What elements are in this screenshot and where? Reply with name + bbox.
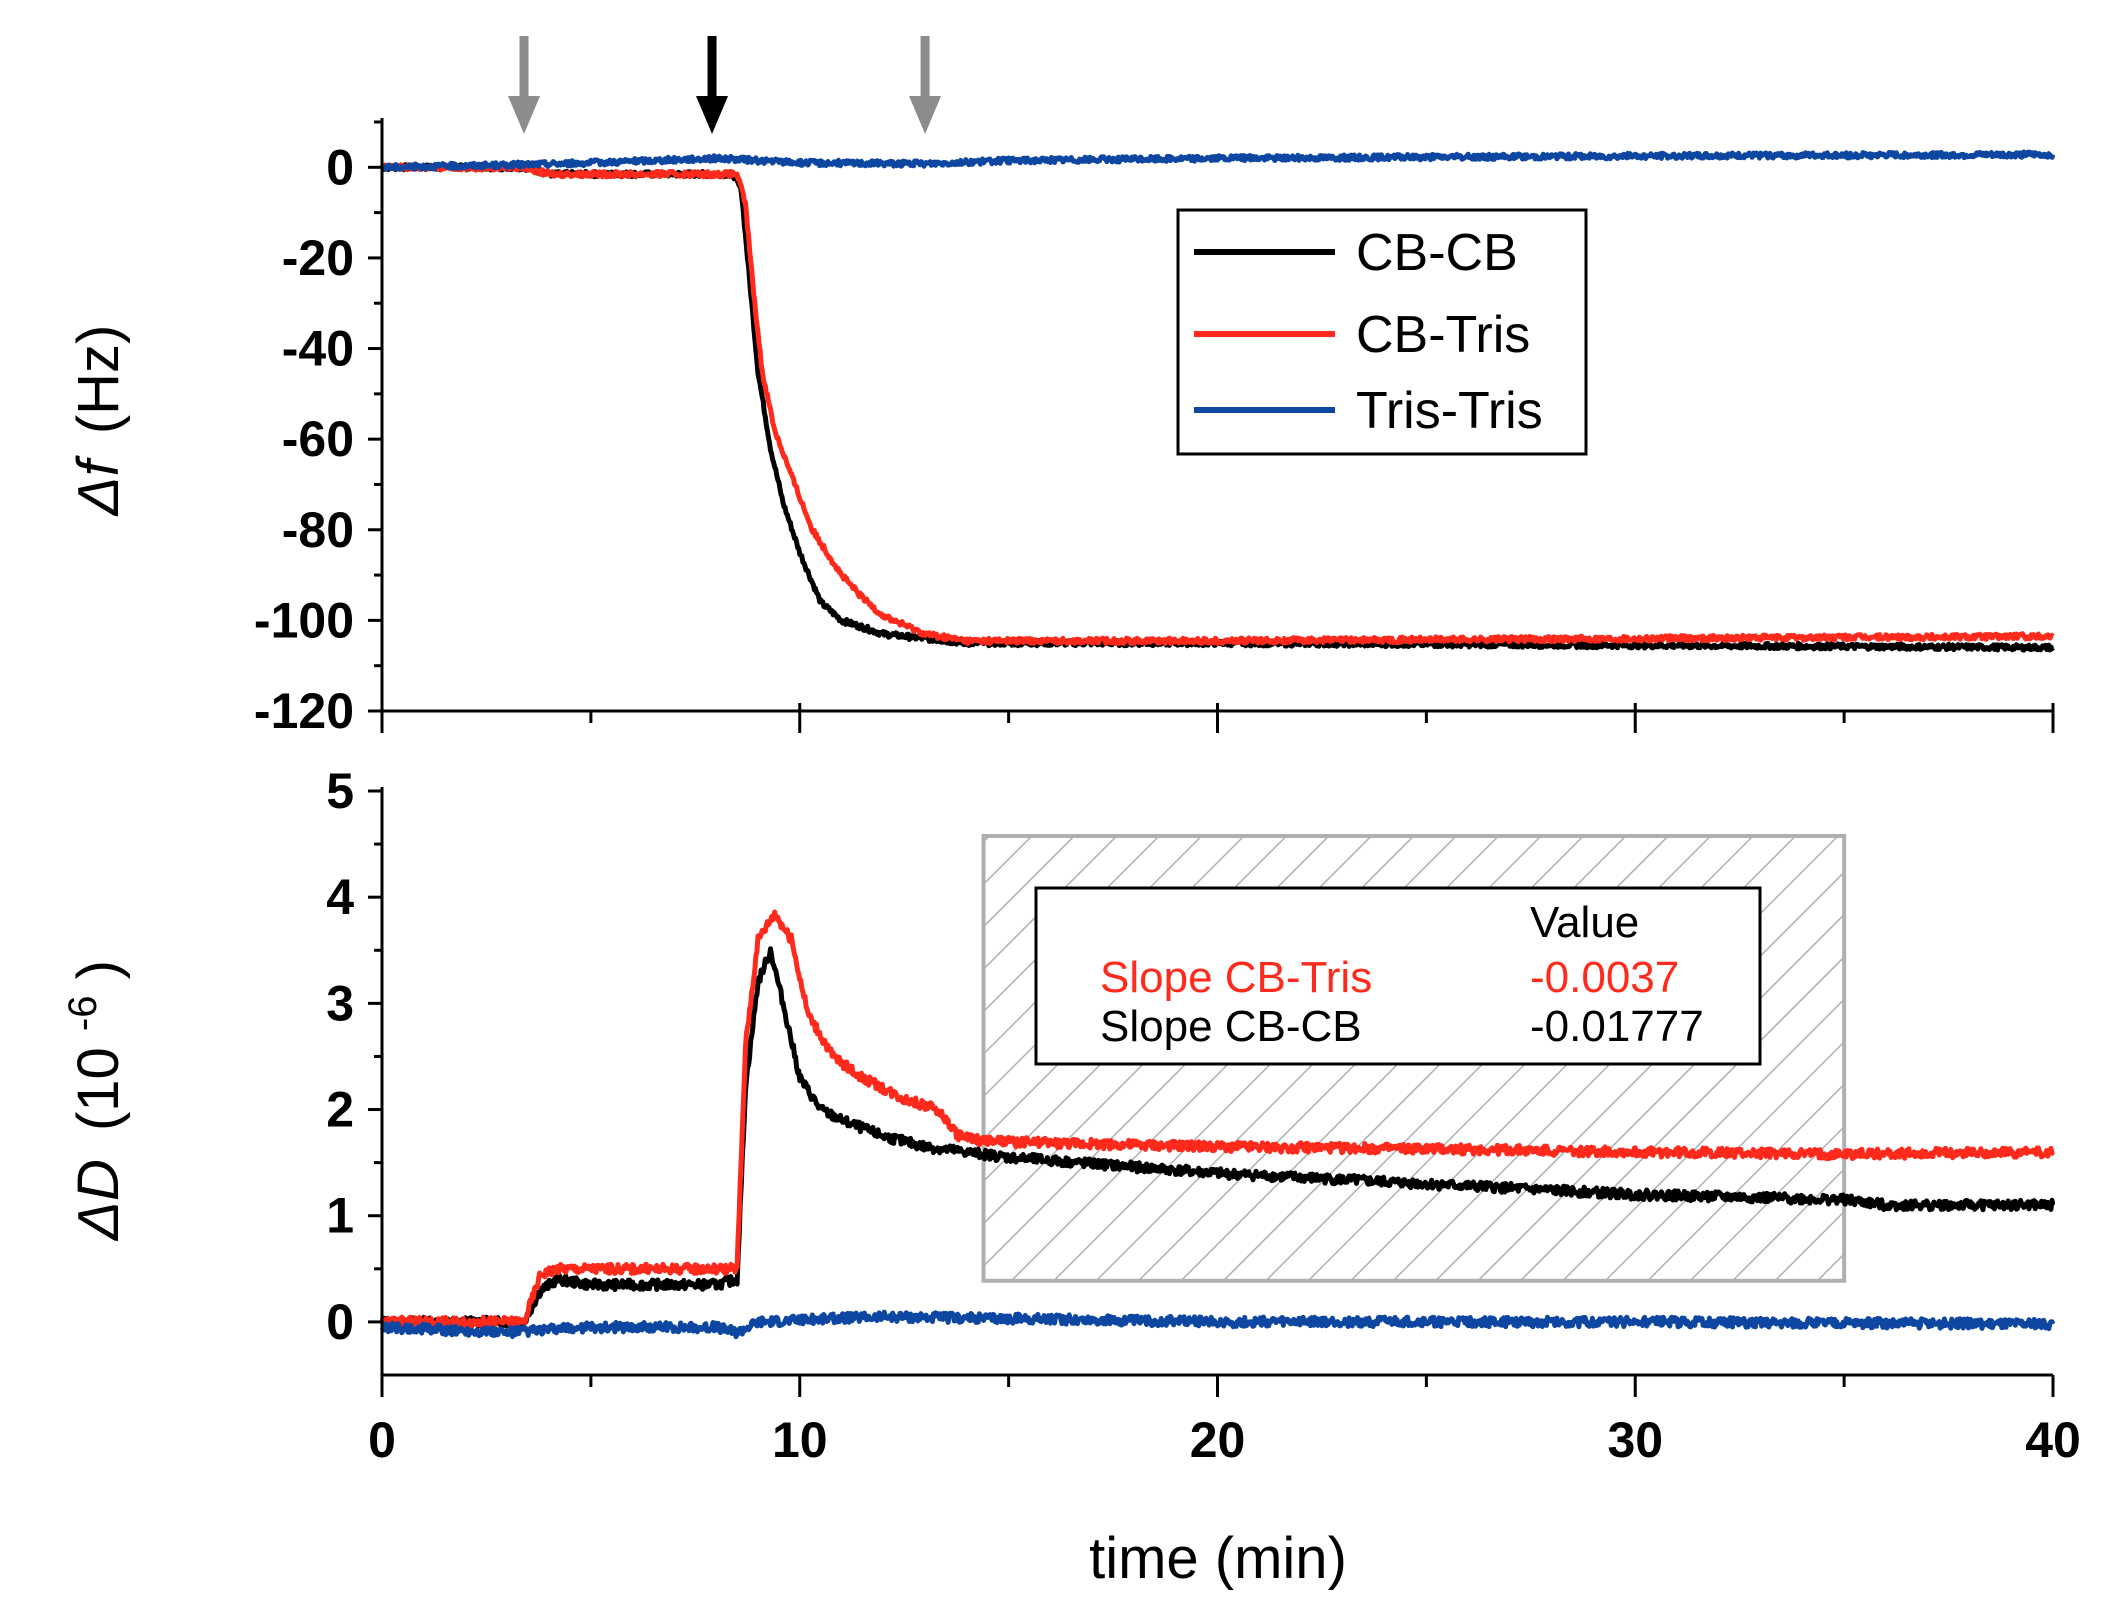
top-panel: 0 -20 -40 -60 -80 -100 -120 Δf (Hz) [66,36,2055,739]
top-y-axis-symbol: Δf [66,454,131,517]
top-y-tick-label: -40 [282,321,354,377]
top-y-tick-label: 0 [326,139,354,195]
bot-y-tick-label: 0 [326,1294,354,1350]
bottom-axes: 0 1 2 3 4 5 0 10 20 30 40 [326,763,2081,1468]
bot-y-tick-label: 3 [326,975,354,1031]
bottom-series-tris-tris [380,1309,2055,1340]
bottom-y-axis-symbol: ΔD [66,1159,131,1242]
bottom-y-axis-exp: -6 [61,995,105,1031]
slope-table-header: Value [1530,898,1639,947]
slope-table-box [1034,886,1762,1066]
top-y-tick-label: -60 [282,411,354,467]
x-axis-title: time (min) [1089,1526,1347,1591]
slope-row-cb-cb-label: Slope CB-CB [1100,1002,1362,1051]
top-series-group [380,149,2055,653]
bottom-series-cb-cb [380,946,2055,1330]
top-y-tick-label: -80 [282,502,354,558]
legend: CB-CB CB-Tris Tris-Tris [1176,208,1588,456]
x-tick-label: 20 [1190,1412,1246,1468]
injection-arrow-head [909,96,942,134]
bottom-y-axis-unit: (10 [66,1047,131,1131]
top-series-tris-tris [380,149,2055,172]
slope-row-cb-tris-label: Slope CB-Tris [1100,953,1372,1002]
top-y-axis-unit: (Hz) [66,325,131,435]
bottom-series-group [380,909,2055,1340]
bot-y-tick-label: 2 [326,1082,354,1138]
legend-entry-cb-cb: CB-CB [1194,224,1518,282]
top-arrows [508,36,942,134]
injection-arrow-3 [909,36,942,134]
x-tick-label: 10 [772,1412,828,1468]
x-tick-label: 0 [368,1412,396,1468]
bot-y-tick-label: 1 [326,1188,354,1244]
injection-arrow-2 [696,36,729,134]
injection-arrow-1 [508,36,541,134]
injection-arrow-head [508,96,541,134]
top-y-axis-title: Δf (Hz) [66,325,131,518]
legend-label-tris-tris: Tris-Tris [1356,382,1543,440]
bot-y-tick-label: 4 [326,869,354,925]
x-tick-label: 30 [1607,1412,1663,1468]
top-y-tick-label: -20 [282,230,354,286]
top-y-tick-label: -100 [254,592,354,648]
bottom-y-axis-close: ) [66,960,131,979]
bot-y-tick-label: 5 [326,763,354,819]
legend-entry-tris-tris: Tris-Tris [1194,382,1543,440]
bottom-series-cb-tris [380,909,2055,1330]
legend-label-cb-cb: CB-CB [1356,224,1518,282]
injection-arrow-head [696,96,729,134]
legend-label-cb-tris: CB-Tris [1356,306,1530,364]
slope-row-cb-cb-value: -0.01777 [1530,1002,1704,1051]
slope-row-cb-tris-value: -0.0037 [1530,953,1679,1002]
slope-table: Value Slope CB-Tris -0.0037 Slope CB-CB … [1034,886,1762,1066]
legend-entry-cb-tris: CB-Tris [1194,306,1530,364]
x-tick-label: 40 [2025,1412,2081,1468]
top-series-cb-tris [380,162,2055,646]
top-axes: 0 -20 -40 -60 -80 -100 -120 [254,118,2055,739]
top-y-tick-label: -120 [254,683,354,739]
bottom-y-axis-title: ΔD (10 -6 ) [44,960,131,1242]
